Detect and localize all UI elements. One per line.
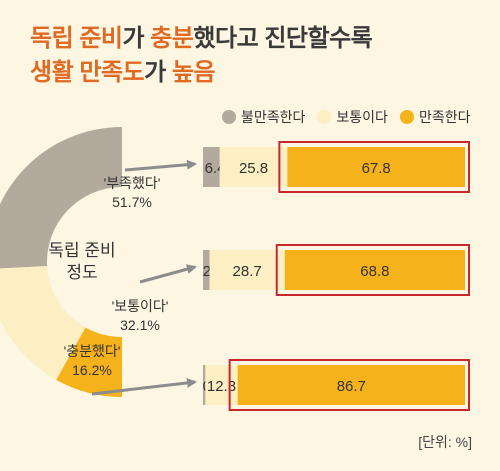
- donut-label: '충분했다': [64, 343, 121, 359]
- legend-item: 불만족한다: [222, 107, 305, 127]
- highlight-box: [275, 244, 470, 296]
- arrow-connector: [91, 377, 197, 396]
- highlight-box: [278, 141, 471, 193]
- bar-segment: [203, 147, 220, 187]
- bar-value-label: 12.3: [207, 378, 236, 395]
- donut-segment: [56, 327, 122, 397]
- legend-label: 만족한다: [418, 109, 471, 125]
- bar-value-label: 68.8: [360, 263, 389, 280]
- title-run: 했다고 진단할수록: [193, 25, 373, 52]
- bar-segment: [287, 147, 465, 187]
- bar-value-label: 86.7: [337, 378, 366, 395]
- bar-segment: [203, 250, 210, 290]
- title-run: 가: [122, 25, 151, 52]
- bar-segment: [209, 250, 285, 290]
- title-run: 생활 만족도: [30, 59, 145, 86]
- donut-label: '부족했다': [104, 175, 161, 191]
- chart-legend: 불만족한다 보통이다 만족한다: [222, 106, 470, 128]
- bar-segment: [203, 365, 206, 405]
- highlight-box: [228, 359, 470, 411]
- arrow-connector: [124, 159, 197, 172]
- donut-value: 32.1%: [120, 317, 160, 333]
- legend-item: 보통이다: [317, 107, 388, 127]
- bar-segment: [284, 250, 465, 290]
- bar-value-label: 28.7: [233, 263, 262, 280]
- title-line-2: 생활 만족도가 높음: [30, 56, 372, 90]
- chart-title: 독립 준비가 충분했다고 진단할수록 생활 만족도가 높음: [30, 22, 373, 90]
- arrow-connector: [139, 264, 197, 284]
- bar-segment: [237, 365, 465, 405]
- bar-segment: [219, 147, 288, 187]
- legend-label: 보통이다: [336, 109, 388, 125]
- title-run: 높음: [171, 59, 216, 86]
- legend-label: 불만족한다: [241, 109, 306, 125]
- bar-value-label: 67.8: [362, 160, 391, 177]
- donut-value: 16.2%: [72, 362, 112, 378]
- title-run: 독립 준비: [30, 25, 123, 52]
- donut-segment: [0, 266, 86, 380]
- bar-segment: [205, 365, 238, 405]
- bar-value-label: 25.8: [239, 160, 268, 177]
- title-run: 가: [144, 59, 172, 86]
- legend-swatch: [317, 110, 332, 124]
- legend-swatch: [399, 110, 414, 124]
- title-run: 충분: [150, 25, 194, 52]
- donut-center-label: 독립 준비: [48, 241, 115, 260]
- donut-center-label: 정도: [66, 263, 97, 282]
- legend-swatch: [222, 110, 236, 124]
- donut-label: '보통이다': [112, 298, 169, 314]
- donut-segment: [0, 127, 122, 269]
- legend-item: 만족한다: [399, 107, 471, 127]
- donut-value: 51.7%: [112, 194, 152, 210]
- title-line-1: 독립 준비가 충분했다고 진단할수록: [30, 22, 373, 56]
- unit-label: [단위: %]: [418, 434, 472, 450]
